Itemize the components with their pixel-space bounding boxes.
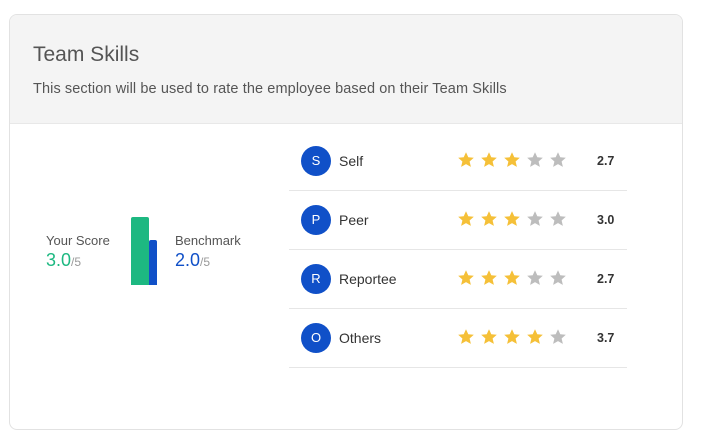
section-title: Team Skills [33, 43, 140, 66]
benchmark-block: Benchmark 2.0/5 [175, 233, 241, 271]
card-header: Team Skills This section will be used to… [10, 15, 682, 124]
star-filled-icon [503, 328, 521, 346]
star-rating [457, 328, 572, 348]
rater-row-reportee: R Reportee 2.7 [289, 250, 627, 309]
star-filled-icon [480, 151, 498, 169]
avatar: S [301, 146, 331, 176]
star-filled-icon [480, 328, 498, 346]
star-filled-icon [526, 328, 544, 346]
rater-row-peer: P Peer 3.0 [289, 191, 627, 250]
benchmark-max: /5 [200, 255, 211, 269]
benchmark-bar [149, 240, 157, 285]
benchmark-number: 2.0 [175, 250, 201, 270]
rater-score: 3.7 [597, 331, 615, 345]
star-empty-icon [526, 210, 544, 228]
rater-score: 2.7 [597, 272, 615, 286]
your-score-max: /5 [71, 255, 82, 269]
star-filled-icon [457, 151, 475, 169]
star-rating [457, 151, 572, 171]
star-filled-icon [503, 210, 521, 228]
avatar: O [301, 323, 331, 353]
your-score-bar [131, 217, 149, 285]
rater-list: S Self 2.7 P Peer 3.0 R Reportee 2.7 O O… [289, 132, 627, 368]
star-empty-icon [549, 151, 567, 169]
rater-row-self: S Self 2.7 [289, 132, 627, 191]
star-empty-icon [526, 151, 544, 169]
star-empty-icon [549, 210, 567, 228]
rater-name: Reportee [339, 271, 397, 287]
star-filled-icon [480, 210, 498, 228]
your-score-block: Your Score 3.0/5 [46, 233, 110, 271]
your-score-number: 3.0 [46, 250, 72, 270]
section-subtitle: This section will be used to rate the em… [33, 81, 507, 97]
benchmark-label: Benchmark [175, 233, 241, 248]
rater-row-others: O Others 3.7 [289, 309, 627, 368]
benchmark-value: 2.0/5 [175, 250, 241, 271]
star-filled-icon [503, 269, 521, 287]
star-rating [457, 269, 572, 289]
star-empty-icon [549, 328, 567, 346]
star-empty-icon [549, 269, 567, 287]
star-filled-icon [457, 328, 475, 346]
star-filled-icon [503, 151, 521, 169]
your-score-value: 3.0/5 [46, 250, 110, 271]
avatar: R [301, 264, 331, 294]
rater-score: 3.0 [597, 213, 615, 227]
avatar: P [301, 205, 331, 235]
star-empty-icon [526, 269, 544, 287]
star-filled-icon [457, 269, 475, 287]
star-rating [457, 210, 572, 230]
team-skills-card: Team Skills This section will be used to… [9, 14, 683, 430]
star-filled-icon [457, 210, 475, 228]
your-score-label: Your Score [46, 233, 110, 248]
star-filled-icon [480, 269, 498, 287]
rater-score: 2.7 [597, 154, 615, 168]
score-comparison-bars [131, 217, 159, 285]
rater-name: Peer [339, 212, 369, 228]
rater-name: Self [339, 153, 364, 169]
rater-name: Others [339, 330, 382, 346]
